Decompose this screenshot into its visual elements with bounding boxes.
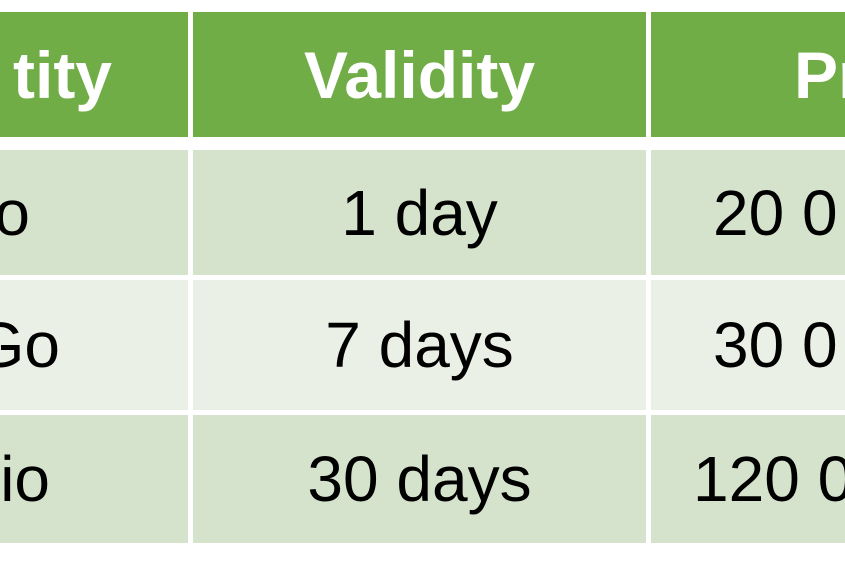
- header-quantity: tity: [0, 12, 188, 137]
- cell-text: 7 days: [325, 309, 514, 381]
- table-cell: 20 0: [651, 150, 845, 275]
- table-cell: 1 day: [193, 150, 646, 275]
- header-label: tity: [13, 37, 112, 112]
- cell-text: Go: [0, 309, 60, 381]
- header-validity: Validity: [193, 12, 646, 137]
- cell-text: 30 days: [307, 443, 532, 515]
- cell-text: 20 0: [713, 176, 838, 249]
- cell-text: io: [0, 443, 50, 515]
- table-cell: io: [0, 415, 188, 543]
- table-cell: 30 days: [193, 415, 646, 543]
- header-price: Pr: [651, 12, 845, 137]
- table-cell: 30 0: [651, 280, 845, 410]
- header-label: Pr: [794, 37, 845, 112]
- table-cell: 120 0: [651, 415, 845, 543]
- header-label: Validity: [303, 37, 536, 112]
- cell-text: o: [0, 176, 30, 249]
- cell-text: 1 day: [341, 176, 498, 249]
- table-cell: o: [0, 150, 188, 275]
- cell-text: 30 0: [713, 309, 838, 381]
- table-cell: Go: [0, 280, 188, 410]
- cell-text: 120 0: [693, 443, 845, 515]
- table-cell: 7 days: [193, 280, 646, 410]
